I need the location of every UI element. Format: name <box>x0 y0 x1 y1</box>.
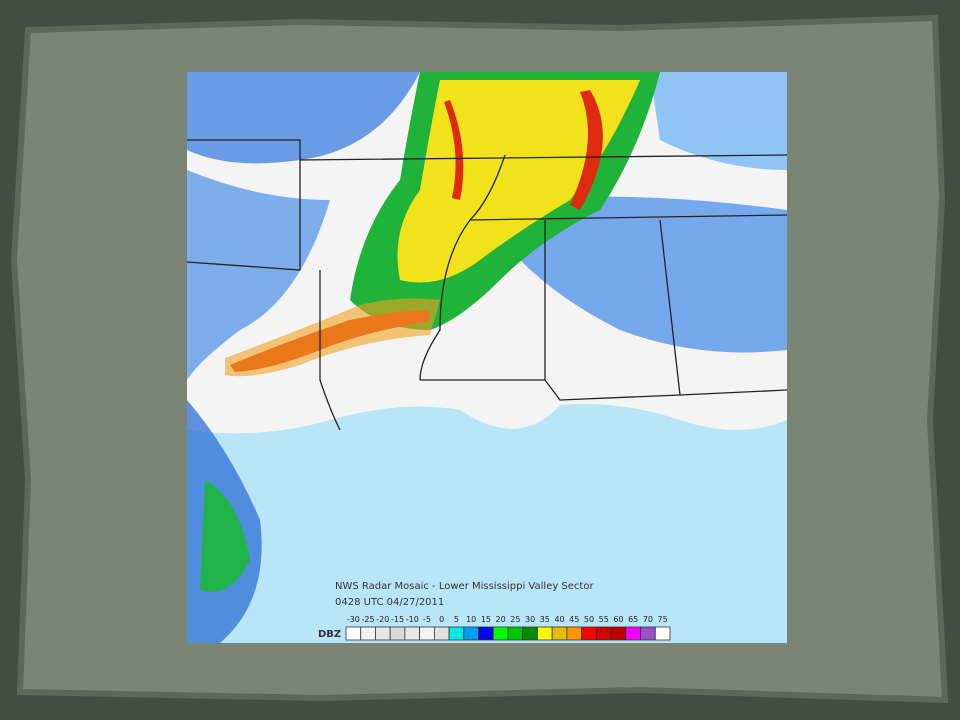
legend-label: 75 <box>658 615 668 624</box>
echo <box>187 170 330 380</box>
legend-swatch <box>581 626 597 641</box>
legend-swatch <box>389 626 406 641</box>
legend-label: -10 <box>406 615 419 624</box>
legend-swatch <box>419 626 435 641</box>
legend-swatch <box>463 626 479 641</box>
echo <box>444 90 603 210</box>
legend-label: 55 <box>599 615 609 624</box>
legend-swatch <box>492 626 509 641</box>
legend-swatch <box>404 626 421 641</box>
legend-swatch <box>478 626 494 641</box>
legend-swatch <box>433 626 450 641</box>
legend-label: 60 <box>613 615 623 624</box>
legend-label: -30 <box>347 615 360 624</box>
legend-swatch <box>551 626 568 641</box>
legend-label: -20 <box>376 615 389 624</box>
map-caption: NWS Radar Mosaic - Lower Mississippi Val… <box>335 581 594 592</box>
legend: -30 -25 -20 -15 -10 -5 0 5 10 15 20 25 30 35 40 45 50 55 6… <box>345 615 671 641</box>
legend-swatch <box>522 626 538 641</box>
legend-swatch <box>345 626 362 641</box>
legend-label: 45 <box>569 615 579 624</box>
legend-label: 40 <box>554 615 564 624</box>
legend-label: 10 <box>466 615 476 624</box>
legend-swatch <box>537 626 553 641</box>
legend-swatch <box>610 626 627 641</box>
echo <box>225 298 440 377</box>
legend-label: 30 <box>525 615 535 624</box>
legend-swatch <box>595 626 612 641</box>
echo <box>200 480 250 592</box>
legend-label: 5 <box>454 615 459 624</box>
legend-label: 50 <box>584 615 594 624</box>
legend-label: -25 <box>362 615 375 624</box>
legend-swatch <box>566 626 583 641</box>
legend-label: 35 <box>540 615 550 624</box>
legend-label: -15 <box>391 615 404 624</box>
legend-label: 20 <box>496 615 506 624</box>
legend-label: 70 <box>643 615 653 624</box>
legend-swatch <box>507 626 524 641</box>
legend-swatch <box>360 626 376 641</box>
legend-label: 25 <box>510 615 520 624</box>
echo <box>520 196 787 353</box>
echo <box>650 72 787 170</box>
legend-swatch <box>640 626 656 641</box>
legend-label: 15 <box>481 615 491 624</box>
legend-swatch <box>625 626 641 641</box>
legend-swatch <box>375 626 391 641</box>
radar-map: NWS Radar Mosaic - Lower Mississippi Val… <box>186 72 788 643</box>
legend-label: -5 <box>423 615 431 624</box>
state-borders <box>186 139 788 431</box>
legend-unit: DBZ <box>318 629 341 640</box>
legend-label: 65 <box>628 615 638 624</box>
legend-label: 0 <box>439 615 444 624</box>
legend-swatch <box>448 626 465 641</box>
map-time: 0428 UTC 04/27/2011 <box>335 597 444 608</box>
legend-swatch <box>654 626 671 641</box>
